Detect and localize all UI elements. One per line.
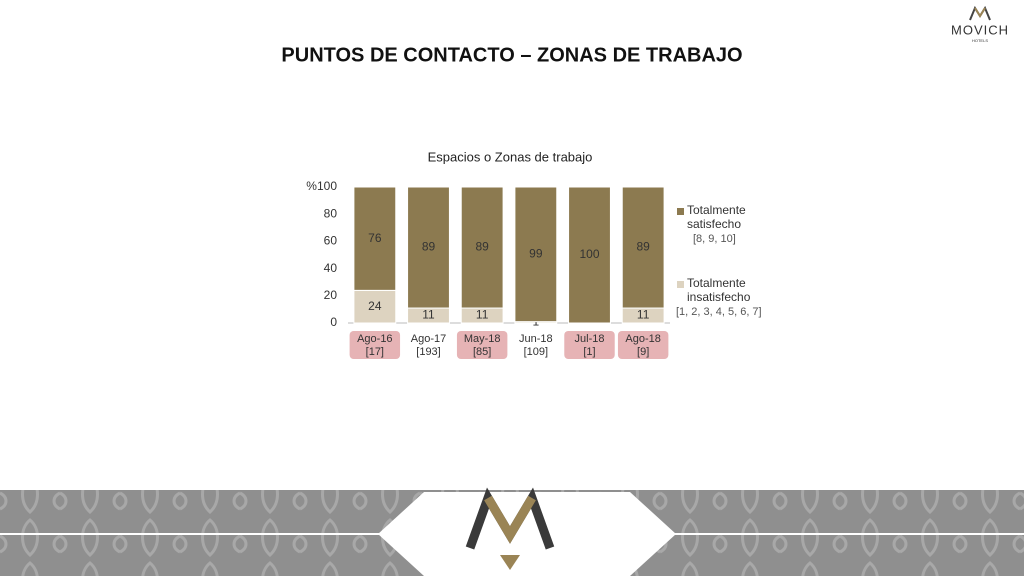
x-tick-label: Ago-16 — [357, 333, 392, 345]
data-label: 11 — [422, 308, 435, 322]
x-tick-label: Ago-18 — [625, 333, 660, 345]
category-highlight — [617, 331, 669, 359]
bar-segment — [514, 186, 558, 323]
legend-swatch — [677, 208, 684, 215]
x-tick-label: Ago-17 — [411, 333, 446, 345]
category-highlight — [349, 331, 401, 359]
y-tick-label: 20 — [324, 288, 338, 302]
sample-size: [109] — [524, 346, 548, 358]
sample-size: [193] — [416, 346, 440, 358]
bar-segment — [353, 186, 397, 291]
y-tick-label: 0 — [330, 315, 337, 329]
x-tick-label: Jun-18 — [519, 333, 553, 345]
y-tick-label: 40 — [324, 261, 338, 275]
data-label: 89 — [636, 240, 650, 254]
data-label: 11 — [476, 308, 489, 322]
bar-segment — [353, 289, 397, 324]
data-label: 89 — [422, 240, 436, 254]
legend-label: Totalmente satisfecho — [687, 203, 746, 231]
logo-text: MOVICH — [951, 22, 1009, 37]
bar-segment — [568, 186, 611, 324]
footer — [0, 487, 1024, 576]
category-highlight — [456, 331, 508, 359]
data-label: 11 — [637, 308, 650, 322]
bar-segment — [407, 186, 450, 309]
y-tick-label: 60 — [324, 234, 338, 248]
chart-title: Espacios o Zonas de trabajo — [428, 149, 593, 164]
legend-swatch — [677, 281, 684, 288]
data-label: 76 — [368, 231, 382, 245]
x-tick-label: May-18 — [464, 333, 501, 345]
legend-label: Totalmente insatisfecho — [687, 276, 751, 304]
legend-note: [1, 2, 3, 4, 5, 6, 7] — [676, 306, 762, 318]
category-highlight — [564, 331, 615, 359]
data-label: 100 — [579, 247, 599, 261]
legend-note: [8, 9, 10] — [693, 233, 736, 245]
sample-size: [9] — [637, 346, 649, 358]
bar-segment — [621, 186, 665, 309]
y-tick-label: 80 — [324, 206, 338, 220]
y-tick-label: %100 — [306, 179, 337, 193]
bar-segment — [460, 186, 504, 309]
sample-size: [17] — [366, 346, 384, 358]
logo-sub: HOTELS — [972, 38, 988, 43]
sample-size: [85] — [473, 346, 491, 358]
data-label: 89 — [475, 240, 489, 254]
x-tick-label: Jul-18 — [575, 333, 605, 345]
sample-size: [1] — [583, 346, 595, 358]
data-label: 99 — [529, 246, 543, 260]
data-label: 24 — [368, 299, 382, 313]
slide-title: PUNTOS DE CONTACTO – ZONAS DE TRABAJO — [281, 44, 742, 66]
top-logo: MOVICH HOTELS — [951, 5, 1009, 43]
